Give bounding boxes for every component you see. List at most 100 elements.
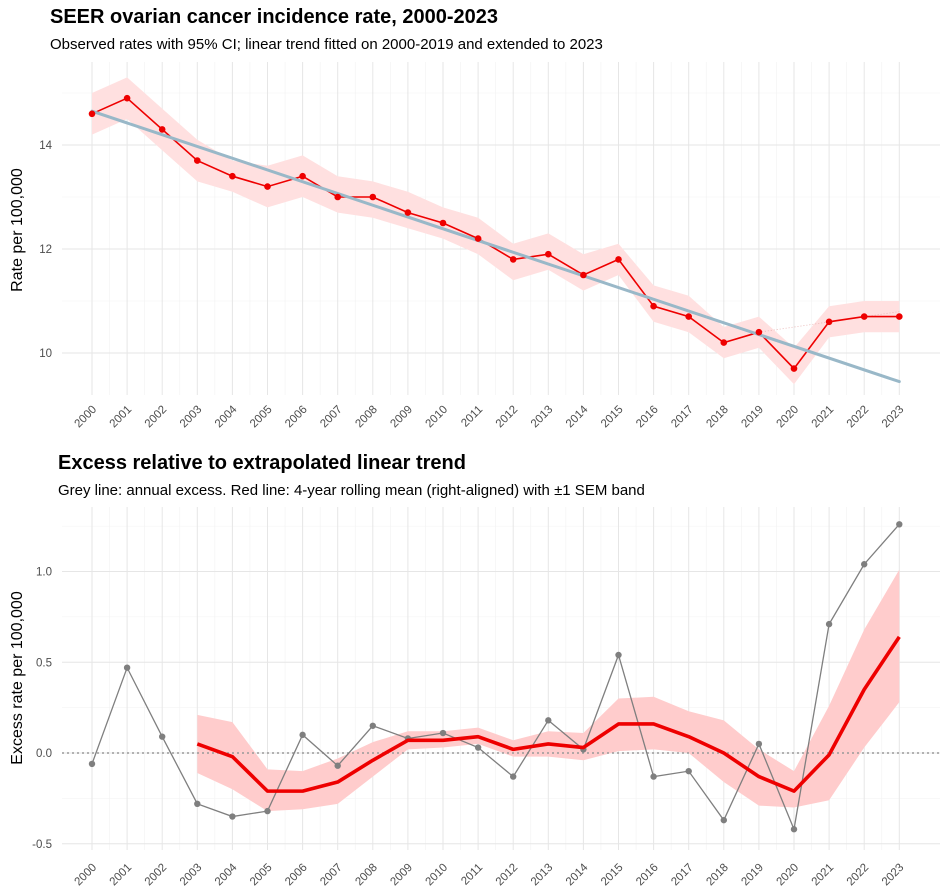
chart1-observed-point (790, 365, 798, 372)
chart2-annual-point (790, 826, 798, 833)
chart1-observed-point (545, 250, 552, 258)
chart1-observed-point (650, 302, 657, 310)
chart1-observed-point (229, 172, 236, 180)
chart2-xtick-label: 2006 (283, 862, 310, 889)
chart1-ytick-label: 10 (39, 348, 52, 360)
chart2-xtick-label: 2000 (73, 862, 100, 889)
chart1-observed-point (88, 110, 96, 118)
chart1-observed-point (334, 193, 342, 201)
chart2-annual-point (123, 664, 131, 671)
chart2-ytick-label: 0.0 (36, 748, 52, 760)
chart2-annual-point (755, 740, 763, 748)
chart2-subtitle: Grey line: annual excess. Red line: 4-ye… (58, 482, 645, 499)
chart1-ylabel: Rate per 100,000 (9, 168, 26, 292)
chart1-observed-point (158, 126, 166, 133)
chart2-ylabel: Excess rate per 100,000 (9, 591, 26, 765)
chart2-annual-point (88, 760, 96, 768)
chart2-annual-point (194, 800, 201, 808)
chart2-title: Excess relative to extrapolated linear t… (58, 452, 466, 474)
chart1-xtick-label: 2005 (248, 404, 275, 431)
chart2-annual-point (264, 807, 271, 815)
chart1-xtick-label: 2012 (494, 404, 521, 431)
chart1-observed-point (264, 183, 271, 190)
chart2-xtick-label: 2016 (634, 862, 661, 889)
chart2-xtick-label: 2009 (388, 862, 415, 889)
chart1-observed-point (369, 193, 377, 201)
chart1-xtick-label: 2009 (388, 404, 415, 431)
chart2-xtick-label: 2010 (424, 862, 451, 889)
chart2-xtick-label: 2011 (459, 862, 485, 888)
chart1-xtick-label: 2004 (213, 403, 240, 430)
chart1-xtick-label: 2006 (283, 404, 310, 431)
chart2-annual-point (720, 816, 727, 824)
chart2-xtick-label: 2005 (248, 862, 275, 889)
chart2-xtick-label: 2018 (704, 862, 731, 889)
chart1-xtick-label: 2020 (775, 404, 802, 431)
chart1-xtick-label: 2015 (599, 404, 626, 431)
chart1-subtitle: Observed rates with 95% CI; linear trend… (50, 36, 603, 53)
chart2-annual-point (861, 561, 868, 568)
chart2-annual-point (825, 620, 833, 628)
chart2-xtick-label: 2014 (564, 861, 591, 888)
chart1-xtick-label: 2013 (529, 404, 556, 431)
chart1-observed-point (896, 313, 903, 320)
chart1-xtick-label: 2016 (634, 404, 661, 431)
chart1-title: SEER ovarian cancer incidence rate, 2000… (50, 6, 499, 28)
chart1-observed-point (404, 209, 412, 216)
chart1-xtick-label: 2001 (108, 404, 135, 431)
chart2-xtick-label: 2013 (529, 862, 556, 889)
chart2-annual-point (510, 773, 517, 780)
chart1-observed-point (123, 94, 131, 102)
chart2-annual-point (615, 651, 622, 659)
chart1-trend-line (90, 109, 901, 384)
chart1-observed-point (194, 157, 201, 164)
chart2-xtick-label: 2020 (775, 862, 802, 889)
chart1-observed-point (615, 256, 622, 263)
chart1-observed-point (509, 256, 517, 263)
chart2-sem-band (197, 569, 900, 812)
chart1-observed-line (91, 97, 900, 370)
chart2-annual-point (334, 762, 341, 769)
chart2-annual-point (896, 521, 903, 528)
chart1-ci-band (92, 77, 900, 385)
chart1-xtick-label: 2007 (318, 404, 345, 431)
chart1-ytick-label: 12 (39, 244, 52, 256)
chart2-annual-point (229, 813, 236, 820)
chart2-ytick-label: -0.5 (32, 839, 52, 851)
chart2-xtick-label: 2002 (143, 862, 170, 889)
chart2-ytick-label: 0.5 (36, 657, 52, 669)
chart1-observed-point (755, 328, 763, 336)
chart1-observed-point (299, 172, 306, 180)
chart2-xtick-label: 2015 (599, 862, 626, 889)
chart2-xtick-label: 2021 (810, 862, 837, 889)
chart1-observed-point (825, 318, 833, 326)
chart1-xtick-label: 2019 (739, 404, 766, 431)
chart1-ytick-label: 14 (39, 140, 52, 152)
chart1-xtick-label: 2003 (178, 404, 205, 431)
chart1-observed-point (860, 313, 868, 320)
chart2-ytick-label: 1.0 (36, 567, 52, 579)
chart1-xtick-label: 2002 (143, 404, 170, 431)
chart2-xtick-label: 2004 (213, 861, 240, 888)
chart2-xtick-label: 2003 (178, 862, 205, 889)
chart2-xtick-label: 2012 (494, 862, 521, 889)
chart1-xtick-label: 2011 (459, 404, 485, 430)
chart2-xtick-label: 2019 (739, 862, 766, 889)
chart2-annual-point (159, 733, 166, 740)
chart1-xtick-label: 2022 (845, 404, 872, 431)
chart1-observed-point (685, 313, 692, 320)
chart2-xtick-label: 2017 (669, 862, 696, 889)
chart1-xtick-label: 2010 (424, 404, 451, 431)
chart2-annual-point (545, 717, 552, 724)
chart2-xtick-label: 2023 (880, 862, 907, 889)
chart1-xtick-label: 2000 (73, 404, 100, 431)
chart2-annual-point (439, 729, 447, 737)
chart1-xtick-label: 2018 (704, 404, 731, 431)
chart1-xtick-label: 2021 (810, 404, 837, 431)
chart2-annual-point (369, 722, 376, 729)
chart1-xtick-label: 2023 (880, 404, 907, 431)
chart2-annual-point (299, 731, 306, 739)
chart1-observed-point (580, 271, 587, 279)
chart2-xtick-label: 2022 (845, 862, 872, 889)
